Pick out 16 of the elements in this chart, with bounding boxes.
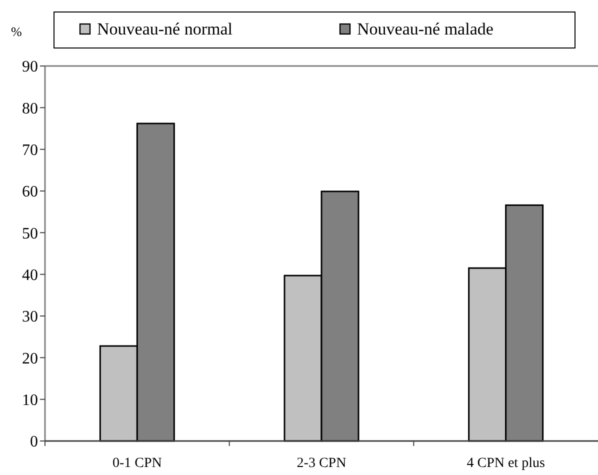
y-tick-label: 50: [22, 225, 38, 242]
y-tick-label: 0: [30, 434, 38, 451]
legend-label: Nouveau-né normal: [97, 20, 233, 38]
x-tick-label: 4 CPN et plus: [466, 456, 545, 471]
y-tick-label: 90: [22, 58, 38, 76]
y-tick-label: 10: [22, 392, 38, 409]
y-tick-label: 70: [22, 142, 38, 159]
x-tick-label: 2-3 CPN: [296, 456, 346, 471]
y-tick-label: 20: [22, 350, 38, 368]
x-tick-label: 0-1 CPN: [112, 456, 162, 471]
legend-label: Nouveau-né malade: [357, 20, 494, 38]
y-tick-label: 40: [22, 266, 38, 284]
y-tick-label: 60: [22, 184, 38, 201]
y-tick-label: 30: [22, 308, 38, 326]
y-tick-label: 80: [22, 100, 38, 118]
y-axis-title: %: [11, 24, 22, 39]
